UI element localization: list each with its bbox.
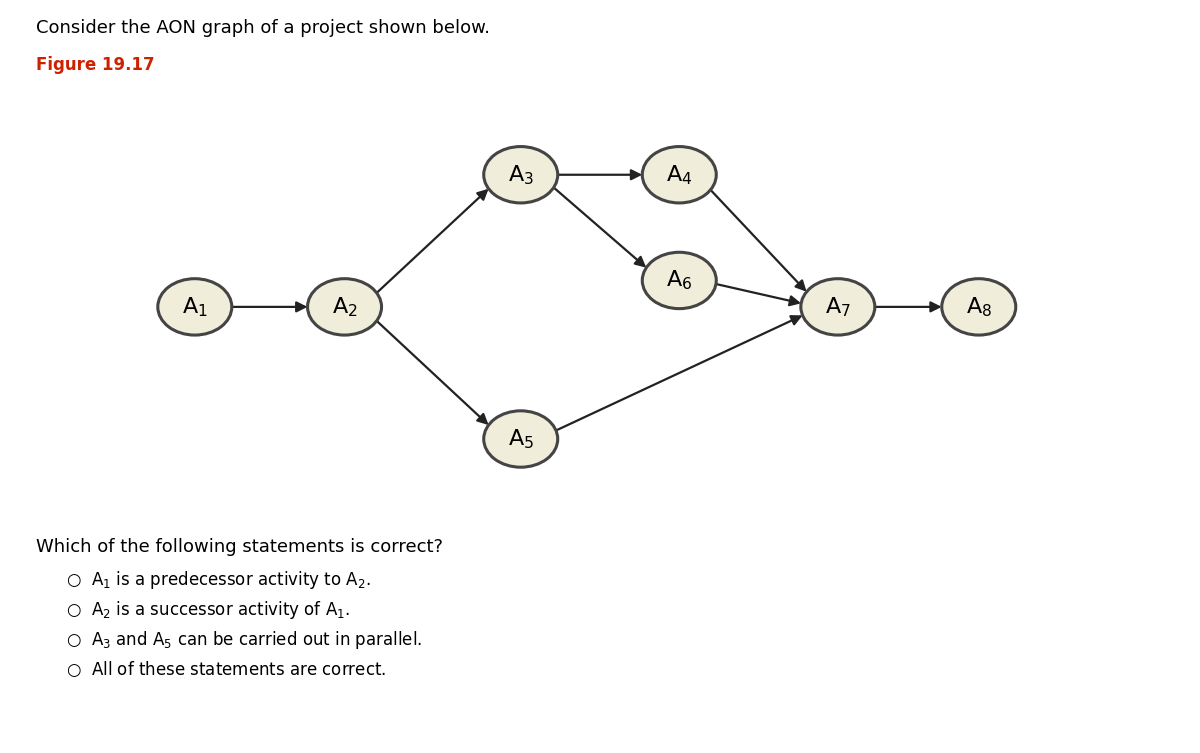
Text: $\bigcirc$  $\mathrm{A_2}$ is a successor activity of $\mathrm{A_1}$.: $\bigcirc$ $\mathrm{A_2}$ is a successor… bbox=[66, 599, 350, 620]
Text: Consider the AON graph of a project shown below.: Consider the AON graph of a project show… bbox=[36, 19, 490, 37]
Text: $\mathrm{A}_{2}$: $\mathrm{A}_{2}$ bbox=[331, 295, 358, 319]
Ellipse shape bbox=[158, 279, 232, 335]
Text: $\mathrm{A}_{6}$: $\mathrm{A}_{6}$ bbox=[666, 269, 692, 292]
Ellipse shape bbox=[642, 147, 716, 203]
Ellipse shape bbox=[307, 279, 382, 335]
Text: $\mathrm{A}_{4}$: $\mathrm{A}_{4}$ bbox=[666, 163, 692, 187]
Text: $\bigcirc$  All of these statements are correct.: $\bigcirc$ All of these statements are c… bbox=[66, 659, 386, 679]
Ellipse shape bbox=[800, 279, 875, 335]
Text: $\mathrm{A}_{5}$: $\mathrm{A}_{5}$ bbox=[508, 427, 534, 451]
Text: $\mathrm{A}_{7}$: $\mathrm{A}_{7}$ bbox=[824, 295, 851, 319]
Ellipse shape bbox=[942, 279, 1015, 335]
Text: $\mathrm{A}_{3}$: $\mathrm{A}_{3}$ bbox=[508, 163, 534, 187]
Text: Which of the following statements is correct?: Which of the following statements is cor… bbox=[36, 538, 443, 556]
Ellipse shape bbox=[484, 147, 558, 203]
Text: $\mathrm{A}_{1}$: $\mathrm{A}_{1}$ bbox=[182, 295, 208, 319]
Text: $\bigcirc$  $\mathrm{A_1}$ is a predecessor activity to $\mathrm{A_2}$.: $\bigcirc$ $\mathrm{A_1}$ is a predecess… bbox=[66, 569, 371, 590]
Ellipse shape bbox=[484, 411, 558, 467]
Text: $\bigcirc$  $\mathrm{A_3}$ and $\mathrm{A_5}$ can be carried out in parallel.: $\bigcirc$ $\mathrm{A_3}$ and $\mathrm{A… bbox=[66, 629, 422, 651]
Text: Figure 19.17: Figure 19.17 bbox=[36, 56, 155, 75]
Text: $\mathrm{A}_{8}$: $\mathrm{A}_{8}$ bbox=[966, 295, 992, 319]
Ellipse shape bbox=[642, 252, 716, 309]
